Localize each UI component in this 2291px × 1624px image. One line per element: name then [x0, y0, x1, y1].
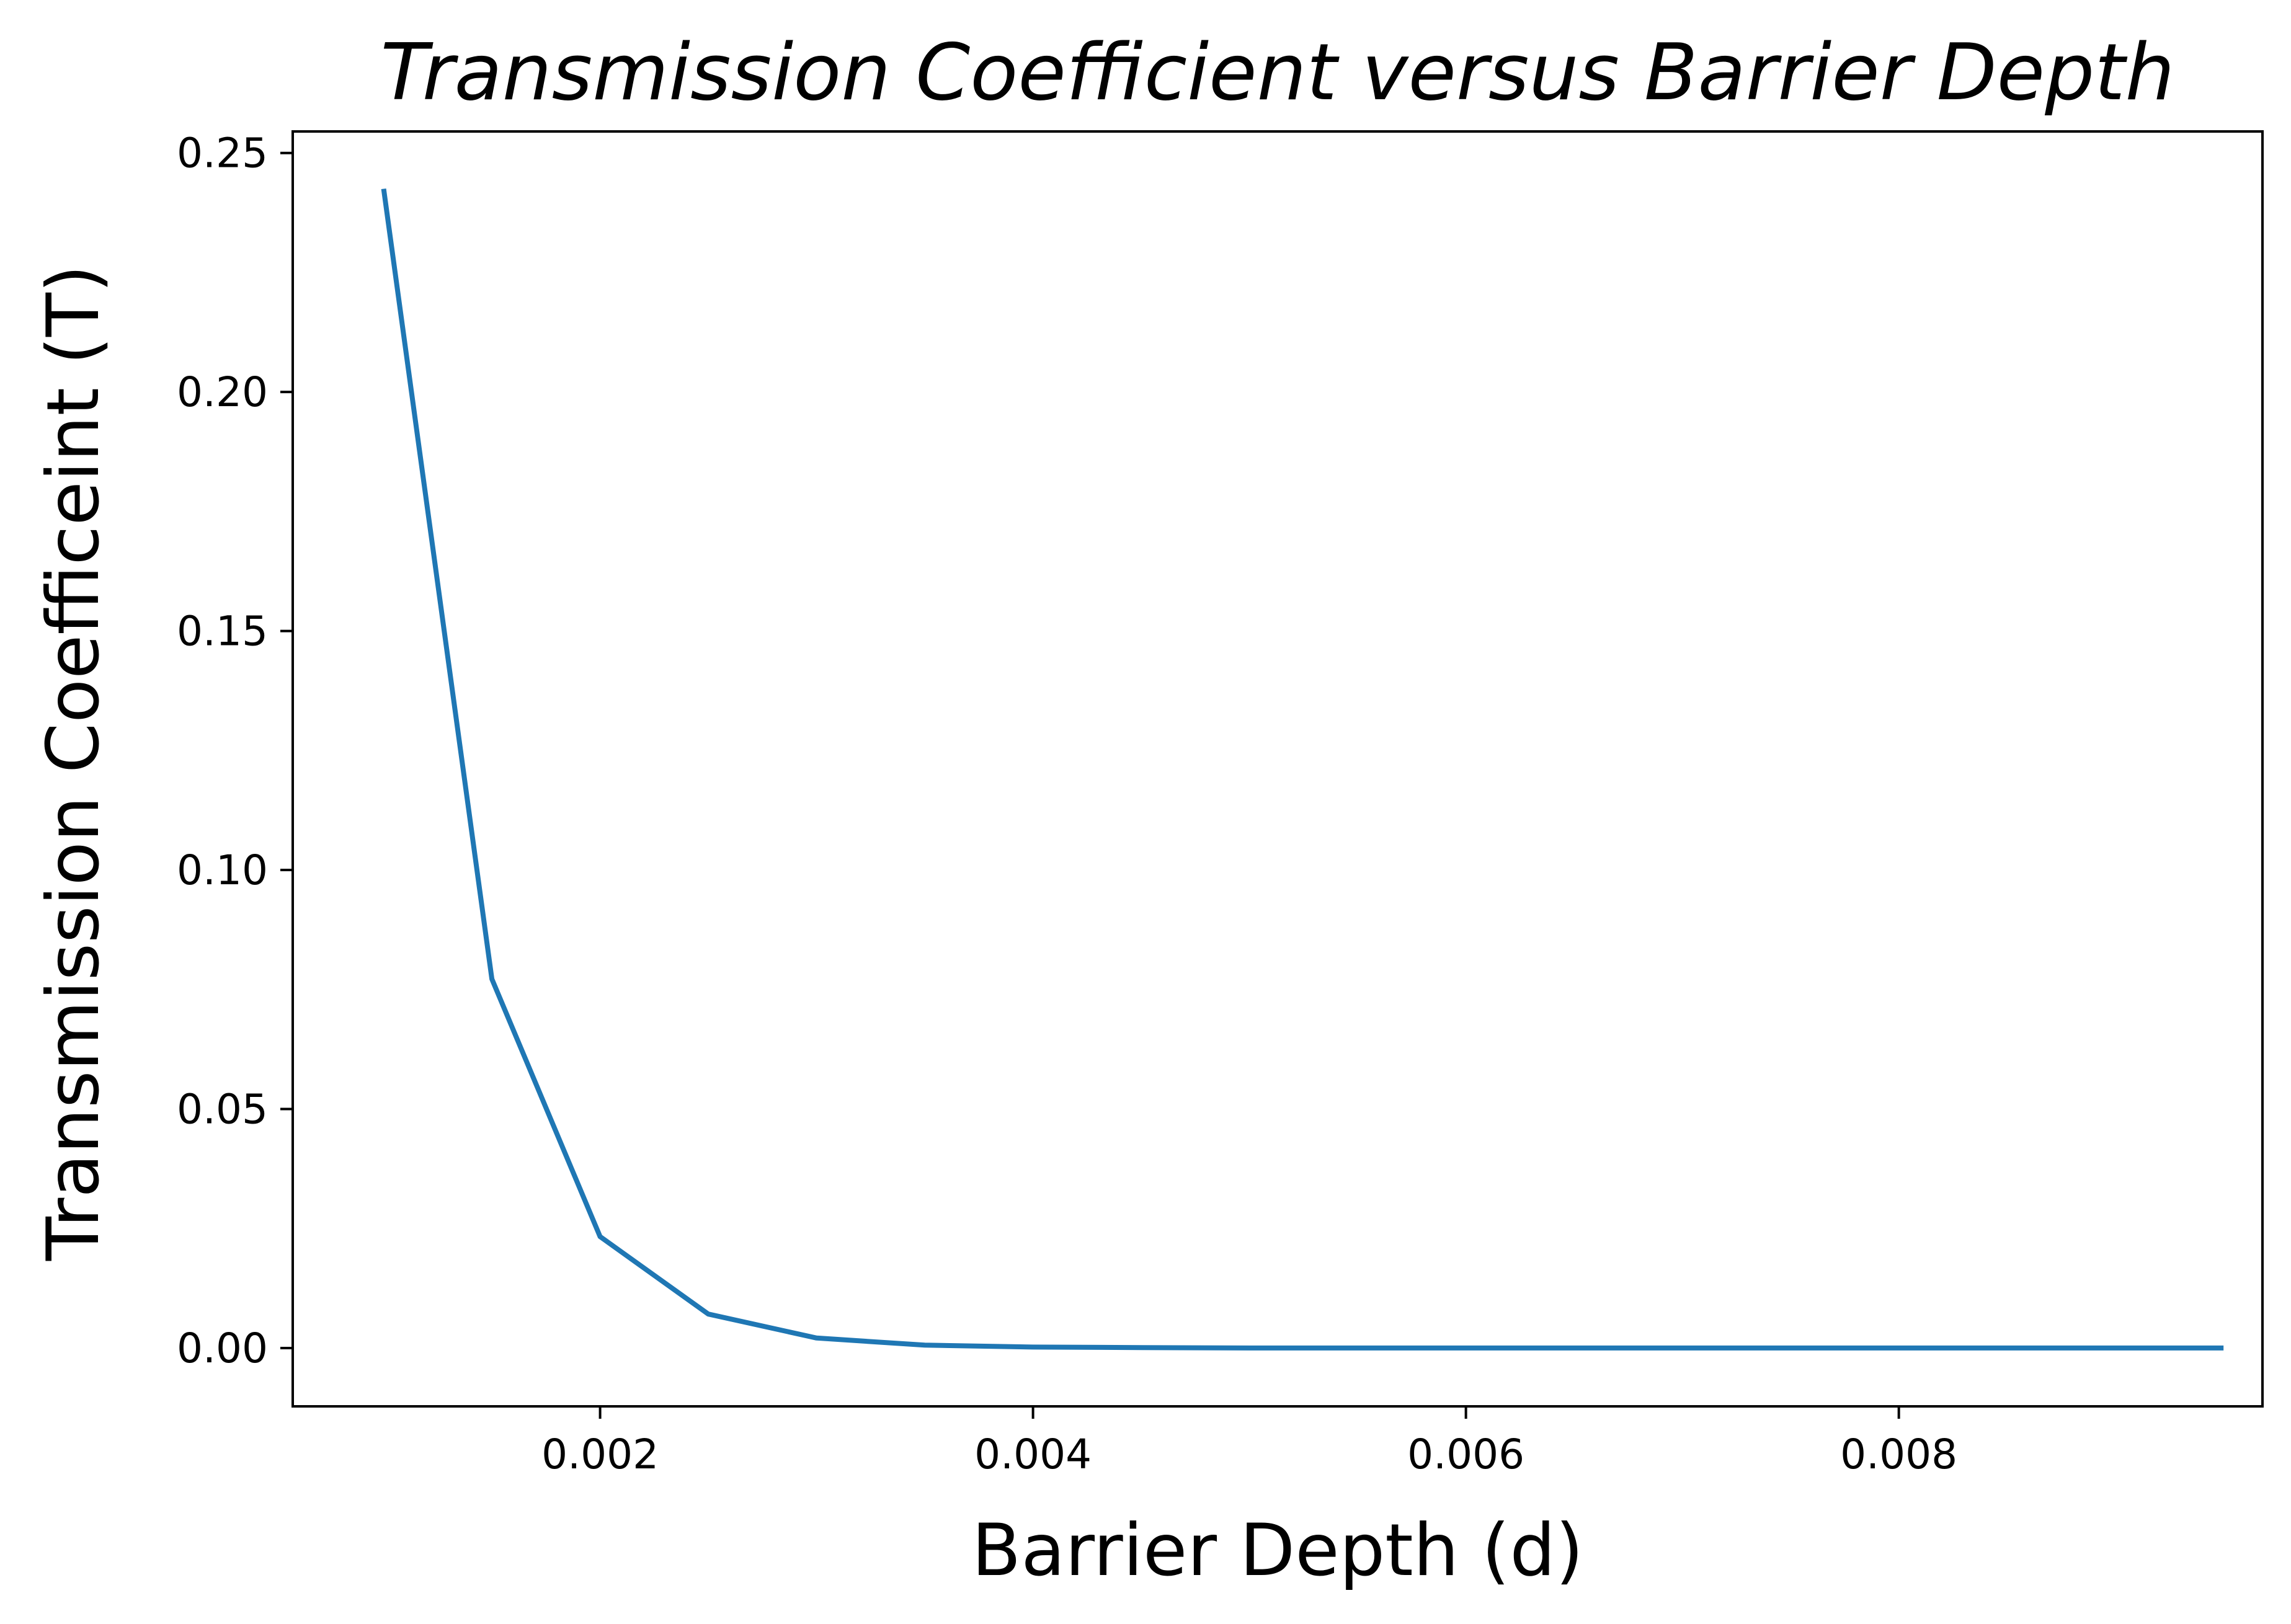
y-axis-ticks: 0.00 0.05 0.10 0.15 0.20 0.25 — [177, 130, 293, 1372]
series-line — [381, 188, 2224, 1351]
y-tick-label: 0.05 — [177, 1085, 268, 1133]
axes-frame — [291, 130, 2264, 1408]
y-axis-label: Transmission Coefficeint (T) — [32, 265, 115, 1261]
y-tick-label: 0.00 — [177, 1324, 268, 1372]
x-tick-label: 0.008 — [1840, 1431, 1957, 1478]
x-tick-label: 0.006 — [1407, 1431, 1524, 1478]
chart-title: Transmission Coefficient versus Barrier … — [381, 27, 2175, 118]
y-tick-label: 0.25 — [177, 130, 268, 177]
x-axis-label: Barrier Depth (d) — [972, 1509, 1584, 1592]
y-tick-label: 0.10 — [177, 846, 268, 894]
y-tick-label: 0.20 — [177, 368, 268, 416]
plot-area — [381, 188, 2224, 1351]
x-axis-ticks: 0.002 0.004 0.006 0.008 — [541, 1406, 1957, 1478]
x-tick-label: 0.002 — [541, 1431, 659, 1478]
y-tick-label: 0.15 — [177, 608, 268, 655]
x-tick-label: 0.004 — [974, 1431, 1092, 1478]
